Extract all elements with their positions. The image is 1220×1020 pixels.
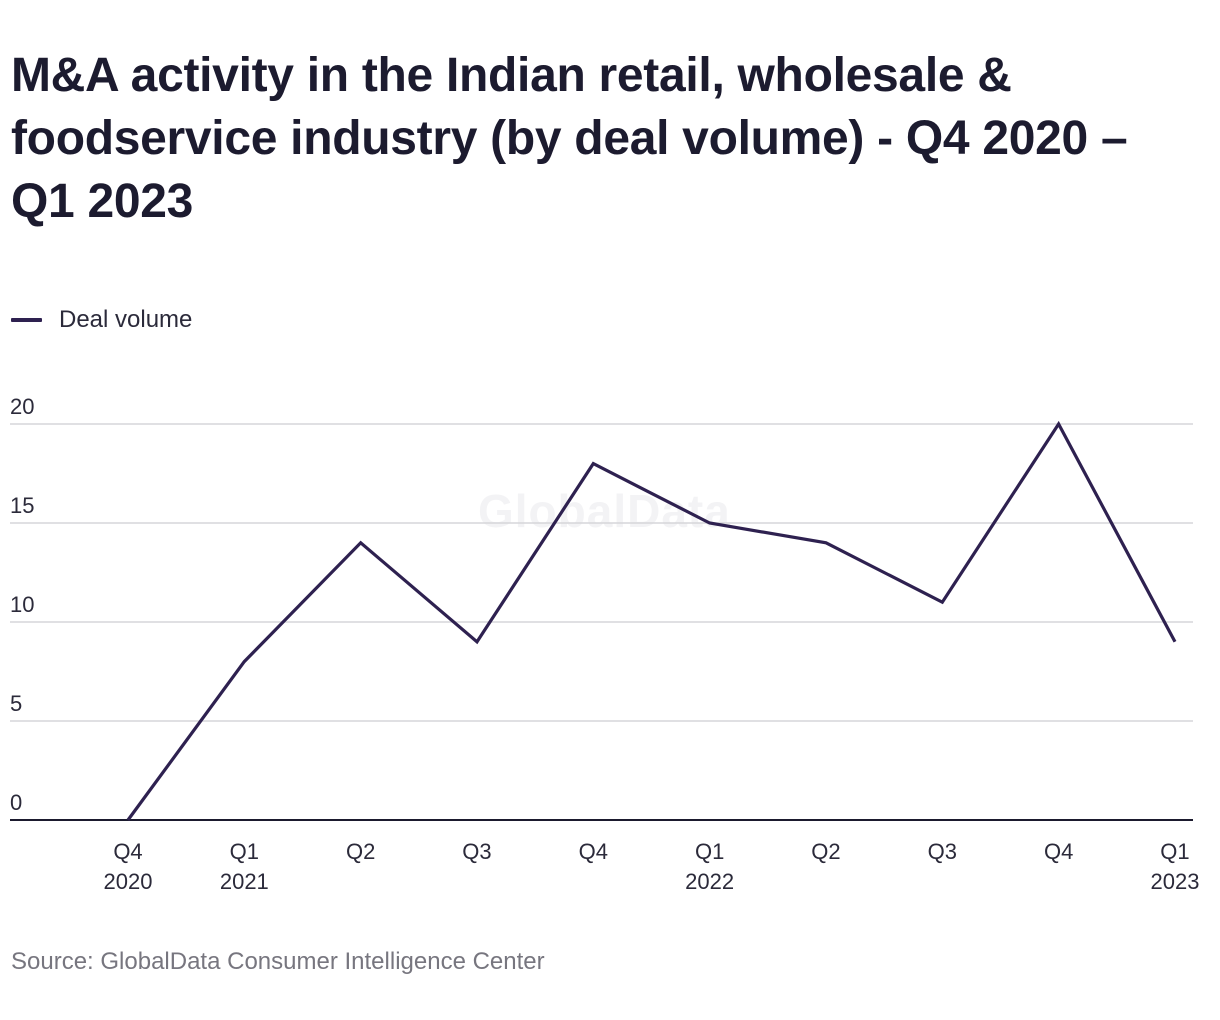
source-note: Source: GlobalData Consumer Intelligence… — [11, 948, 545, 975]
y-tick-label-20: 20 — [10, 394, 34, 419]
x-tick-label-1-0: Q1 — [230, 839, 259, 864]
y-tick-label-5: 5 — [10, 691, 22, 716]
x-tick-label-3-0: Q3 — [462, 839, 491, 864]
x-tick-label-6-0: Q2 — [811, 839, 840, 864]
x-tick-label-5-0: Q1 — [695, 839, 724, 864]
y-tick-label-0: 0 — [10, 790, 22, 815]
x-tick-label-2-0: Q2 — [346, 839, 375, 864]
x-tick-label-7-0: Q3 — [928, 839, 957, 864]
series-line-0 — [126, 420, 1177, 821]
x-tick-label-8-0: Q4 — [1044, 839, 1073, 864]
y-tick-label-10: 10 — [10, 592, 34, 617]
x-tick-label-0-0: Q4 — [113, 839, 142, 864]
x-tick-label-0-1: 2020 — [104, 869, 153, 894]
chart-title: M&A activity in the Indian retail, whole… — [11, 49, 1128, 228]
x-tick-label-1-1: 2021 — [220, 869, 269, 894]
x-tick-label-4-0: Q4 — [579, 839, 608, 864]
legend: Deal volume — [11, 306, 192, 334]
x-tick-label-9-0: Q1 — [1160, 839, 1189, 864]
y-tick-label-15: 15 — [10, 493, 34, 518]
legend-swatch-deal-volume — [11, 318, 42, 322]
legend-label-deal-volume: Deal volume — [59, 306, 193, 333]
x-tick-label-9-1: 2023 — [1150, 869, 1199, 894]
x-tick-label-5-1: 2022 — [685, 869, 734, 894]
line-chart: 0 5 10 15 20 Q4 2020 Q1 2021 Q2 Q3 Q4 Q1 2022 Q2 Q3 Q4 Q1… — [10, 394, 1199, 894]
